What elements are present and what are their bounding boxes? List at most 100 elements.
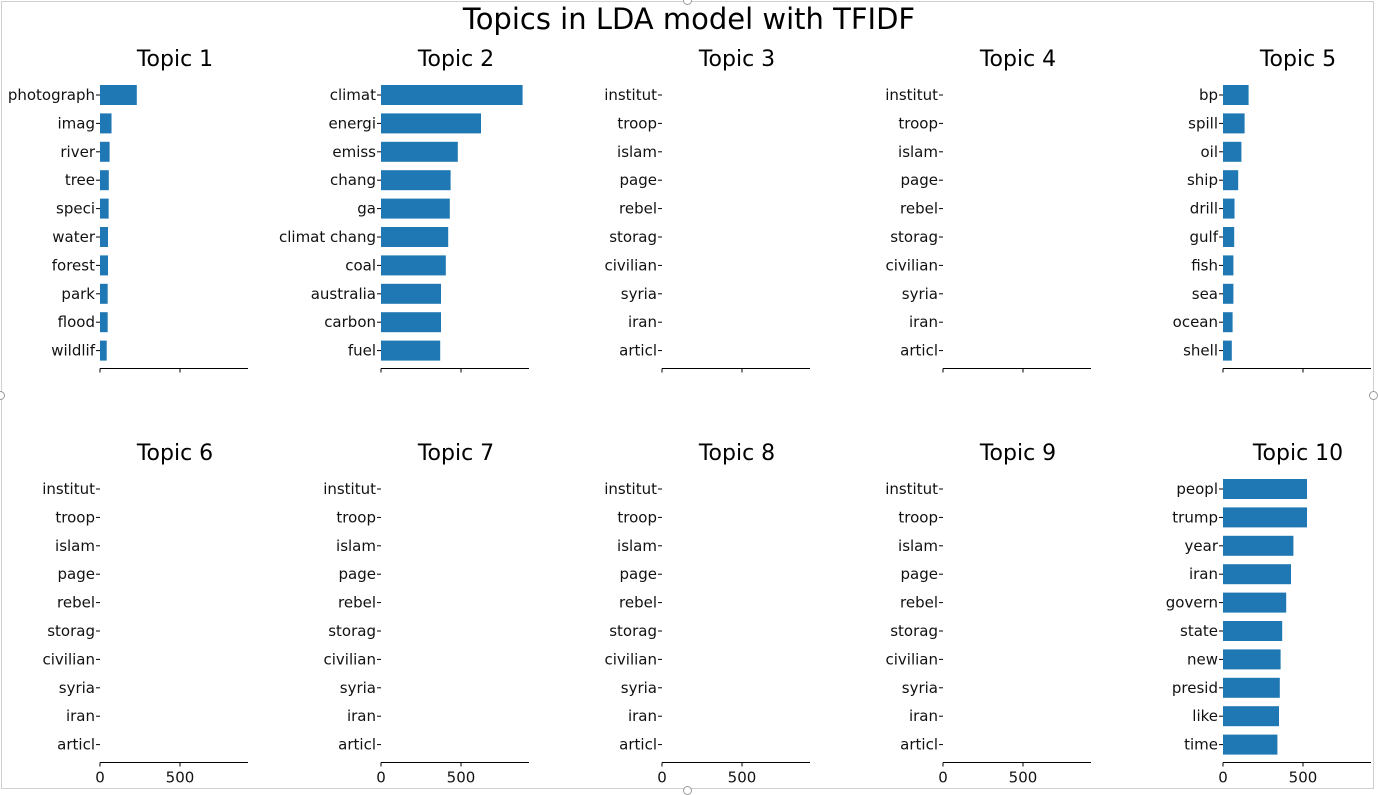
bar <box>381 113 481 134</box>
bar <box>1223 227 1235 247</box>
y-tick-label: page <box>58 565 95 583</box>
y-tick-label: rebel <box>900 594 938 612</box>
bar <box>381 340 441 361</box>
bar <box>100 141 110 162</box>
y-tick-label: fish <box>1191 256 1218 274</box>
bar <box>1223 255 1234 276</box>
subplot-title: Topic 3 <box>698 47 775 72</box>
y-tick-label: photograph <box>8 86 95 104</box>
subplot-8: Topic 8 institut troop islam page rebel storag… <box>604 441 810 787</box>
subplot-title: Topic 10 <box>1252 441 1343 466</box>
y-tick-label: trump <box>1172 508 1218 526</box>
y-tick-label: ocean <box>1173 313 1218 331</box>
y-tick-label: articl <box>338 736 376 754</box>
y-tick-label: storag <box>609 228 657 246</box>
y-tick-label: islam <box>617 537 657 555</box>
y-tick-label: emiss <box>332 143 376 161</box>
y-tick-label: civilian <box>886 650 939 668</box>
y-tick-label: gulf <box>1190 228 1219 246</box>
bar <box>381 198 450 219</box>
bar <box>1223 706 1279 727</box>
bar <box>381 255 446 276</box>
subplot-title: Topic 9 <box>979 441 1056 466</box>
y-tick-label: rebel <box>57 594 95 612</box>
y-tick-label: institut <box>885 480 938 498</box>
bar <box>381 141 458 162</box>
bar <box>1223 85 1249 105</box>
x-tick-label: 0 <box>938 769 948 787</box>
y-tick-label: forest <box>52 256 95 274</box>
y-tick-label: syria <box>902 285 938 303</box>
y-tick-label: civilian <box>605 650 658 668</box>
y-tick-label: civilian <box>43 650 96 668</box>
bar <box>1223 340 1232 361</box>
resize-handle-left[interactable] <box>0 391 5 400</box>
y-tick-label: state <box>1180 622 1218 640</box>
y-tick-label: storag <box>47 622 95 640</box>
y-tick-label: rebel <box>619 200 657 218</box>
y-tick-label: troop <box>55 508 95 526</box>
y-tick-label: islam <box>336 537 376 555</box>
y-tick-label: troop <box>336 508 376 526</box>
bar <box>100 340 107 361</box>
bar <box>1223 535 1294 556</box>
bar <box>381 312 441 333</box>
y-tick-label: climat chang <box>279 228 376 246</box>
y-tick-label: page <box>901 565 938 583</box>
bar <box>1223 283 1234 304</box>
x-tick-label: 500 <box>166 769 195 787</box>
x-tick-label: 0 <box>376 769 386 787</box>
y-tick-label: page <box>901 171 938 189</box>
y-tick-label: troop <box>898 114 938 132</box>
subplot-7: Topic 7 institut troop islam page rebel storag… <box>323 441 529 787</box>
bar <box>1223 677 1280 698</box>
y-tick-label: iran <box>628 313 657 331</box>
subplot-title: Topic 5 <box>1259 47 1336 72</box>
y-tick-label: civilian <box>886 256 939 274</box>
bar <box>1223 170 1239 191</box>
y-tick-label: shell <box>1183 342 1218 360</box>
y-tick-label: syria <box>902 679 938 697</box>
bar <box>100 227 108 247</box>
resize-handle-top[interactable] <box>683 0 692 5</box>
subplot-5: Topic 5 bp spill oil ship drill gulf fish sea oce… <box>1173 47 1371 373</box>
y-tick-label: ga <box>357 200 376 218</box>
subplot-title: Topic 8 <box>698 441 775 466</box>
x-tick-label: 500 <box>1009 769 1038 787</box>
bar <box>1223 734 1278 755</box>
bar <box>1223 592 1287 613</box>
subplot-title: Topic 7 <box>417 441 494 466</box>
y-tick-label: institut <box>885 86 938 104</box>
y-tick-label: syria <box>340 679 376 697</box>
y-tick-label: storag <box>328 622 376 640</box>
bar <box>381 85 523 105</box>
y-tick-label: troop <box>617 508 657 526</box>
y-tick-label: drill <box>1190 200 1218 218</box>
y-tick-label: civilian <box>605 256 658 274</box>
y-tick-label: institut <box>42 480 95 498</box>
y-tick-label: syria <box>59 679 95 697</box>
y-tick-label: ship <box>1187 171 1218 189</box>
bar <box>100 170 109 191</box>
bar <box>381 283 441 304</box>
y-tick-label: presid <box>1172 679 1218 697</box>
y-tick-label: flood <box>58 313 95 331</box>
y-tick-label: water <box>52 228 96 246</box>
bar <box>1223 507 1307 528</box>
y-tick-label: storag <box>890 228 938 246</box>
y-tick-label: articl <box>900 342 938 360</box>
y-tick-label: coal <box>345 256 376 274</box>
y-tick-label: new <box>1187 650 1218 668</box>
y-tick-label: articl <box>57 736 95 754</box>
bar <box>100 113 112 134</box>
y-tick-label: institut <box>323 480 376 498</box>
y-tick-label: like <box>1192 707 1218 725</box>
y-tick-label: river <box>60 143 95 161</box>
y-tick-label: time <box>1184 736 1218 754</box>
y-tick-label: peopl <box>1176 480 1218 498</box>
x-tick-label: 0 <box>657 769 667 787</box>
y-tick-label: articl <box>619 736 657 754</box>
subplot-title: Topic 6 <box>136 441 213 466</box>
x-tick-label: 500 <box>728 769 757 787</box>
subplot-10: Topic 10 peopl trump year iran govern state new… <box>1166 441 1371 787</box>
